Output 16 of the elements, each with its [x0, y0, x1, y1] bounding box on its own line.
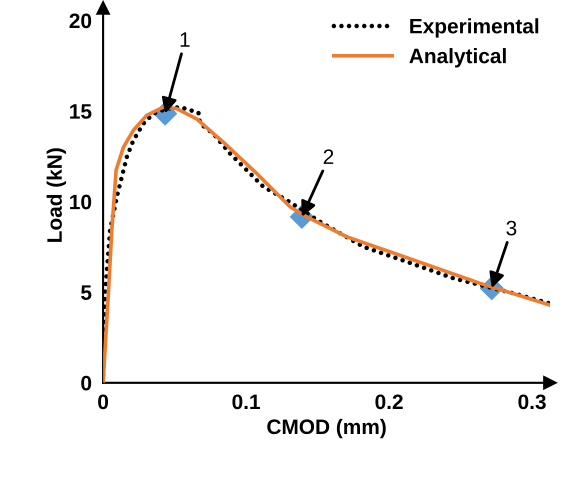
x-tick-label: 0.1 — [232, 394, 260, 410]
annotation: 2 — [324, 149, 334, 164]
x-tick-label: 0 — [98, 394, 108, 410]
y-tick-label: 5 — [81, 285, 92, 300]
y-axis-title: Load (kN) — [46, 148, 66, 242]
x-tick-label: 0.2 — [375, 394, 403, 410]
y-tick-label: 0 — [81, 376, 92, 391]
legend-label: Analytical — [409, 48, 506, 68]
annotation: 1 — [180, 32, 190, 47]
legend-label: Experimental — [410, 18, 538, 38]
y-tick-label: 15 — [70, 104, 92, 119]
y-tick-label: 20 — [70, 13, 92, 28]
x-tick-label: 0.3 — [518, 394, 546, 410]
annotation: 3 — [506, 220, 516, 236]
x-axis-title: CMOD (mm) — [267, 418, 386, 438]
y-tick-label: 10 — [70, 194, 92, 210]
